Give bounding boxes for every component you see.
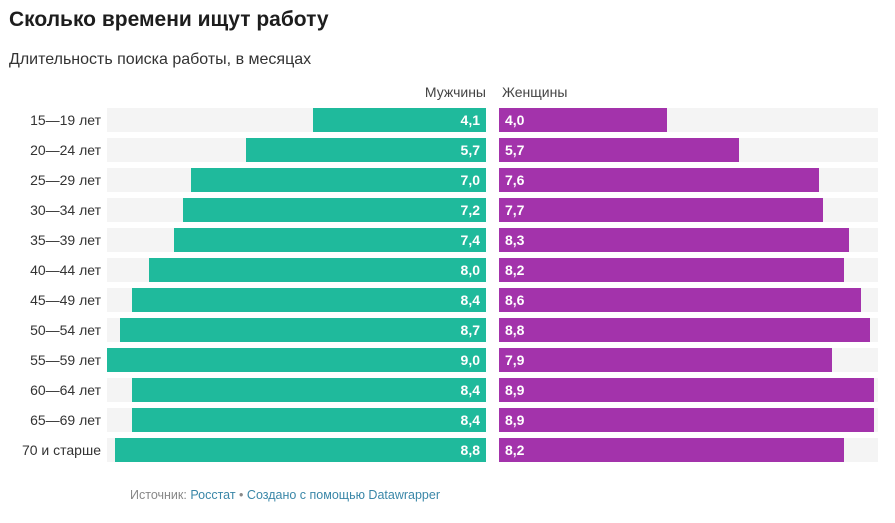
- men-bar: [149, 258, 486, 282]
- men-bar: [191, 168, 486, 192]
- women-value-label: 7,9: [505, 352, 525, 368]
- men-value-label: 8,4: [460, 412, 480, 428]
- separator: •: [239, 488, 244, 502]
- men-value-label: 8,0: [460, 262, 480, 278]
- row-label: 35—39 лет: [30, 232, 101, 248]
- women-value-label: 8,2: [505, 442, 525, 458]
- women-value-label: 8,8: [505, 322, 525, 338]
- row-label: 65—69 лет: [30, 412, 101, 428]
- women-bar: [499, 348, 832, 372]
- men-value-label: 7,0: [460, 172, 480, 188]
- women-bar: [499, 108, 668, 132]
- source-label: Источник:: [130, 488, 187, 502]
- footer: Источник: Росстат • Создано с помощью Da…: [130, 488, 440, 502]
- men-value-label: 4,1: [460, 112, 480, 128]
- men-value-label: 8,4: [460, 382, 480, 398]
- women-bar: [499, 438, 845, 462]
- row-label: 55—59 лет: [30, 352, 101, 368]
- men-value-label: 7,2: [460, 202, 480, 218]
- men-bar: [119, 318, 486, 342]
- women-bar: [499, 258, 845, 282]
- women-value-label: 8,6: [505, 292, 525, 308]
- men-bar: [132, 408, 486, 432]
- men-bar: [313, 108, 486, 132]
- women-bar: [499, 138, 740, 162]
- women-value-label: 8,3: [505, 232, 525, 248]
- row-label: 45—49 лет: [30, 292, 101, 308]
- women-bar: [499, 408, 874, 432]
- men-bar: [132, 378, 486, 402]
- women-value-label: 8,9: [505, 412, 525, 428]
- women-bar: [499, 378, 874, 402]
- women-bar: [499, 318, 870, 342]
- row-label: 15—19 лет: [30, 112, 101, 128]
- row-label: 70 и старше: [21, 442, 101, 458]
- source-link[interactable]: Росстат: [190, 488, 236, 502]
- men-bar: [107, 348, 486, 372]
- datawrapper-link[interactable]: Создано с помощью Datawrapper: [246, 488, 440, 502]
- men-bar: [174, 228, 486, 252]
- women-bar: [499, 168, 820, 192]
- men-value-label: 7,4: [460, 232, 480, 248]
- men-value-label: 9,0: [460, 352, 480, 368]
- row-label: 20—24 лет: [30, 142, 101, 158]
- women-bar: [499, 288, 862, 312]
- men-value-label: 8,7: [460, 322, 480, 338]
- men-value-label: 5,7: [460, 142, 480, 158]
- chart-title: Сколько времени ищут работу: [9, 8, 329, 31]
- row-label: 25—29 лет: [30, 172, 101, 188]
- row-label: 60—64 лет: [30, 382, 101, 398]
- women-value-label: 8,9: [505, 382, 525, 398]
- legend-men: Мужчины: [424, 84, 486, 100]
- row-label: 30—34 лет: [30, 202, 101, 218]
- women-value-label: 7,7: [505, 202, 525, 218]
- women-bar: [499, 228, 849, 252]
- women-value-label: 7,6: [505, 172, 525, 188]
- men-bar: [132, 288, 486, 312]
- men-bar: [245, 138, 486, 162]
- women-value-label: 5,7: [505, 142, 525, 158]
- legend-women: Женщины: [502, 84, 568, 100]
- row-label: 40—44 лет: [30, 262, 101, 278]
- women-value-label: 8,2: [505, 262, 525, 278]
- men-bar: [182, 198, 486, 222]
- row-label: 50—54 лет: [30, 322, 101, 338]
- women-bar: [499, 198, 824, 222]
- men-bar: [115, 438, 486, 462]
- chart-subtitle: Длительность поиска работы, в месяцах: [9, 51, 312, 68]
- men-value-label: 8,8: [460, 442, 480, 458]
- women-value-label: 4,0: [505, 112, 525, 128]
- men-value-label: 8,4: [460, 292, 480, 308]
